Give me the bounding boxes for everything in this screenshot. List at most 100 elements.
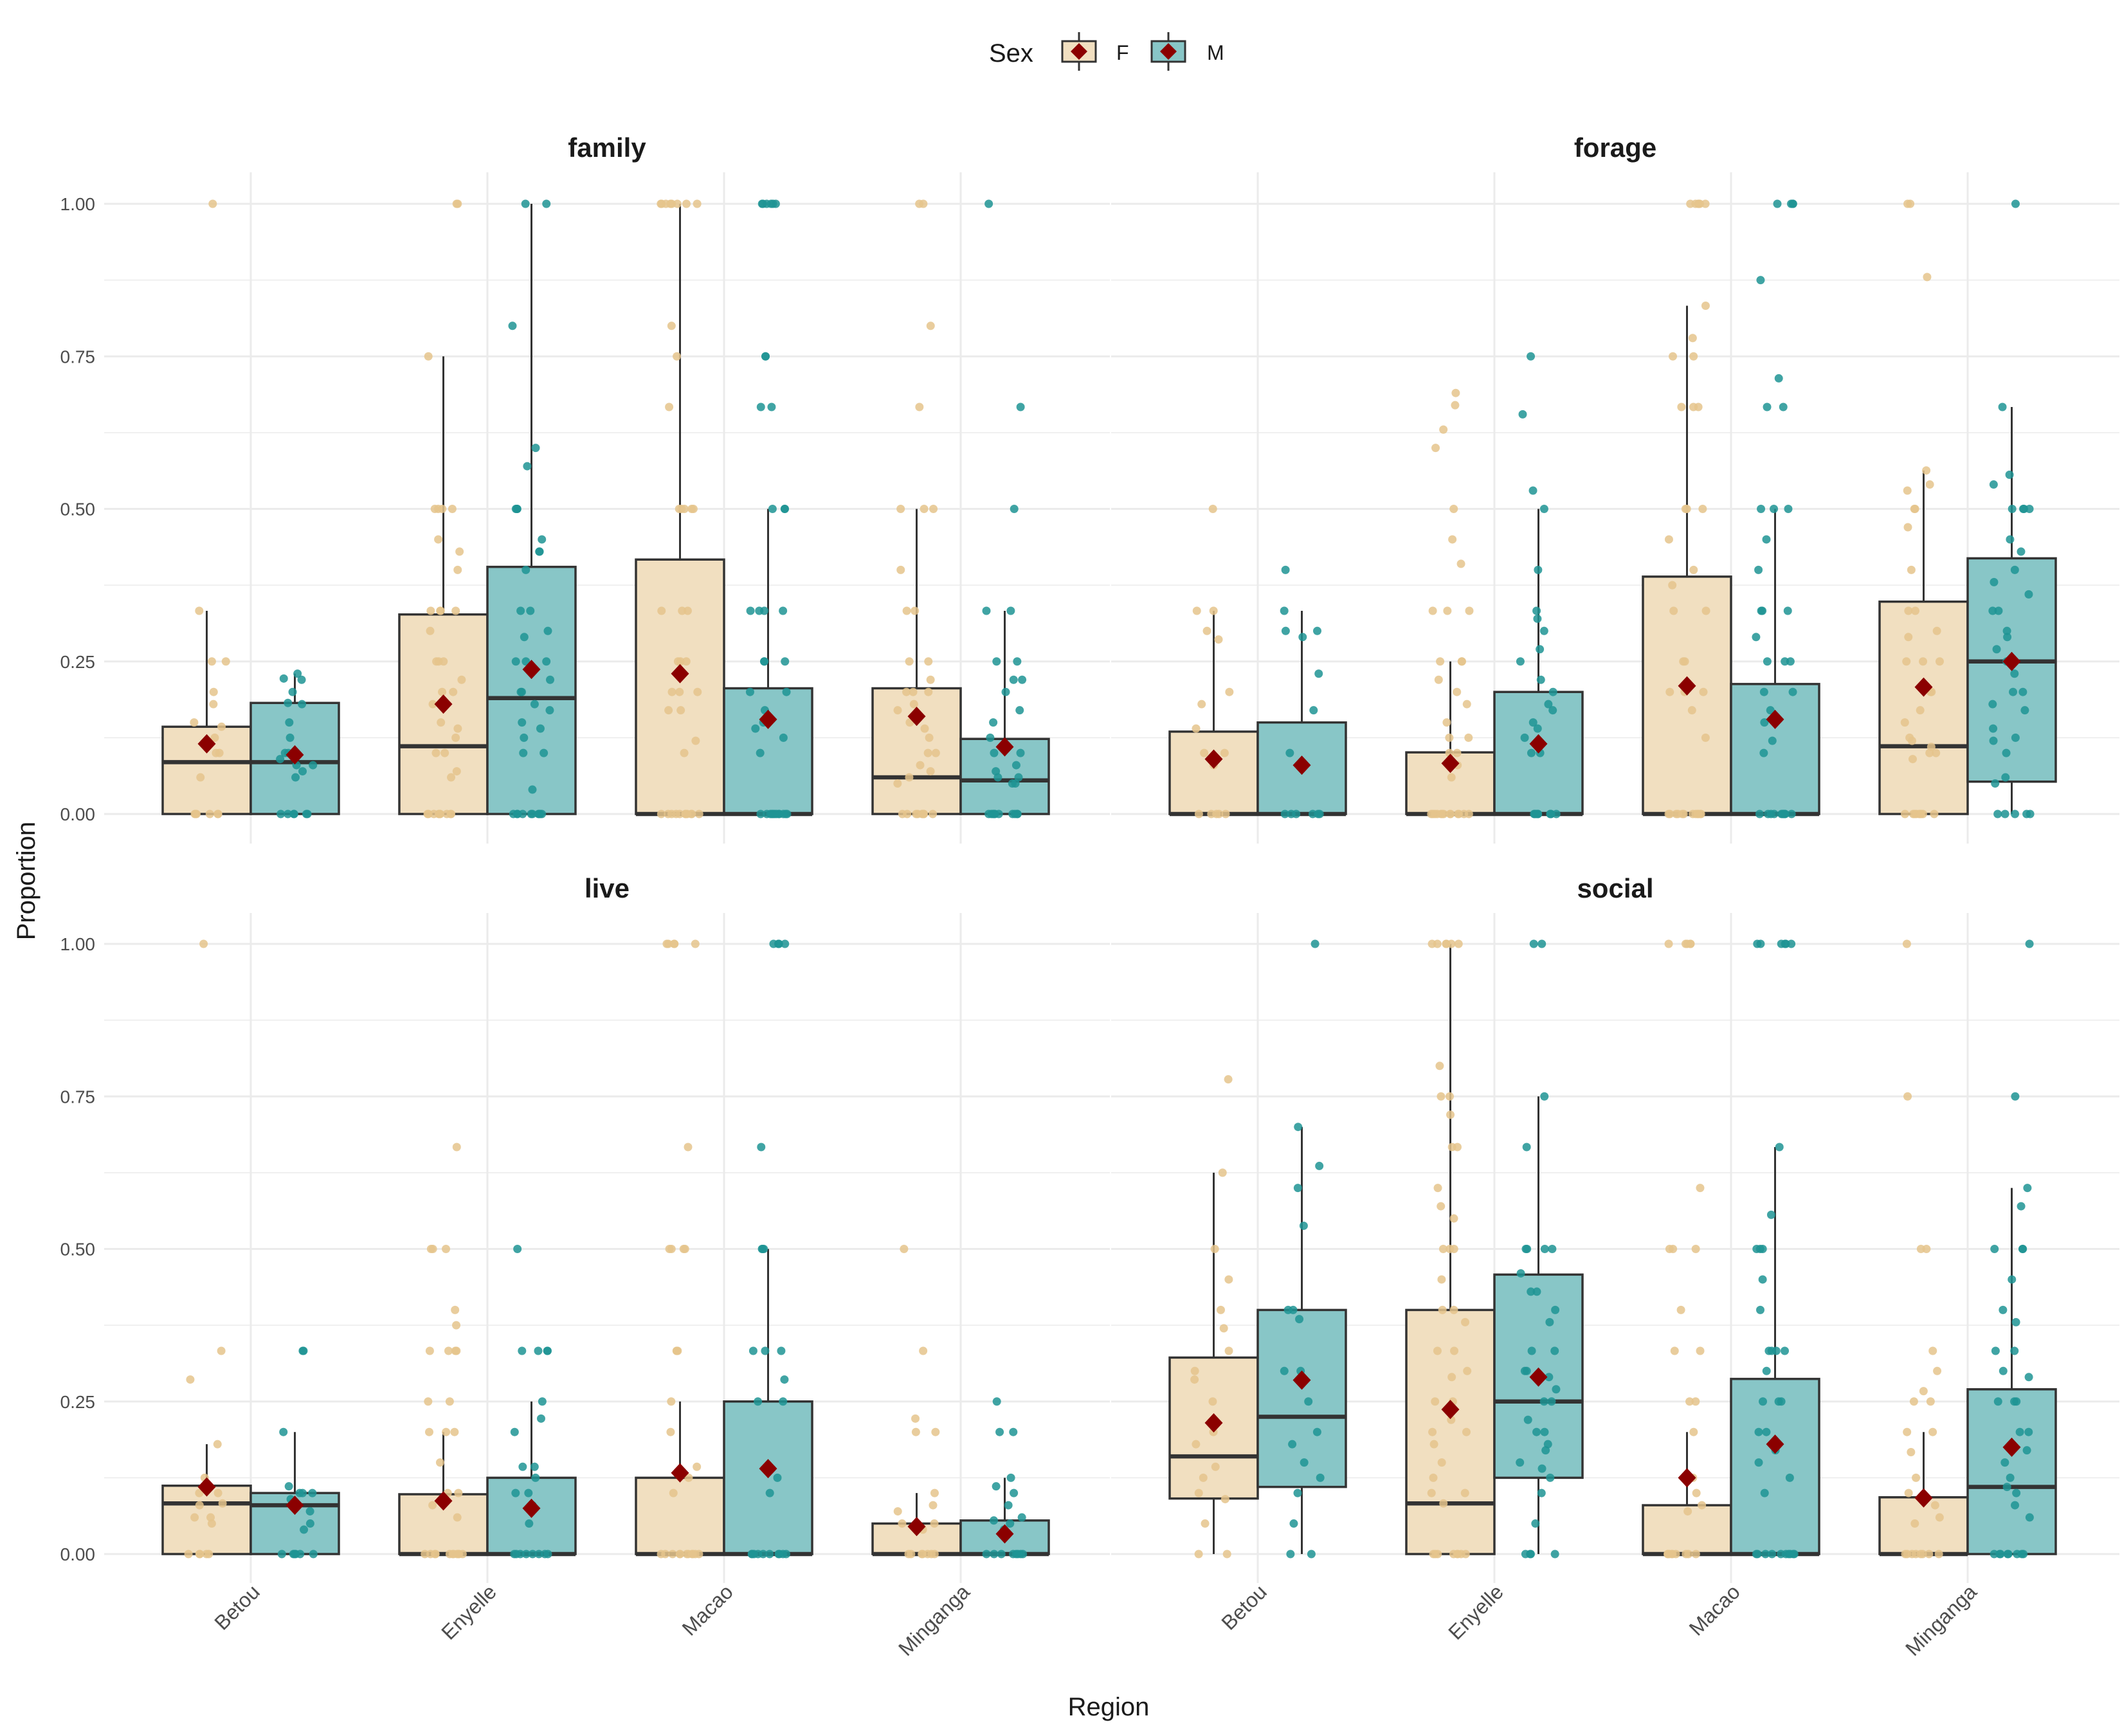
- mean-marker: [522, 660, 541, 680]
- data-point: [1428, 939, 1437, 948]
- data-point: [453, 565, 462, 574]
- legend-key-male: [1150, 32, 1186, 71]
- data-point: [534, 1346, 543, 1355]
- data-point: [1447, 1373, 1456, 1382]
- data-point: [1932, 748, 1941, 757]
- data-point: [1439, 425, 1448, 434]
- data-point: [1464, 809, 1473, 818]
- data-point: [209, 687, 218, 696]
- data-point: [1314, 669, 1323, 678]
- data-point: [449, 1550, 458, 1559]
- data-point: [1540, 1427, 1549, 1436]
- data-point: [426, 1550, 435, 1559]
- data-point: [1903, 1092, 1912, 1101]
- data-point: [454, 1488, 463, 1497]
- data-point: [289, 809, 298, 818]
- data-point: [2000, 809, 2009, 818]
- data-point: [442, 1427, 451, 1436]
- data-point: [1304, 1397, 1313, 1406]
- mean-marker: [286, 1496, 304, 1515]
- box-live-Betou-F: [161, 939, 252, 1559]
- data-point: [1755, 1305, 1764, 1314]
- data-point: [424, 1397, 433, 1406]
- data-point: [909, 687, 918, 696]
- mean-marker: [671, 664, 689, 683]
- data-point: [930, 1488, 939, 1497]
- data-point: [191, 809, 200, 818]
- data-point: [657, 606, 666, 615]
- data-point: [1527, 1287, 1536, 1296]
- data-point: [1210, 1245, 1219, 1253]
- data-point: [756, 402, 765, 411]
- data-point: [761, 352, 770, 361]
- box-iqr: [486, 565, 577, 815]
- data-point: [2018, 1245, 2027, 1253]
- data-point: [1192, 1440, 1201, 1449]
- data-point: [298, 767, 307, 776]
- data-point: [451, 1305, 460, 1314]
- data-point: [1787, 939, 1796, 948]
- data-point: [2012, 1397, 2021, 1406]
- mean-marker: [1292, 755, 1311, 775]
- data-point: [761, 1346, 770, 1355]
- data-point: [1537, 1488, 1546, 1497]
- data-point: [1551, 1305, 1560, 1314]
- data-point: [2011, 1501, 2020, 1510]
- data-point: [1544, 700, 1553, 709]
- data-point: [929, 1501, 938, 1510]
- data-point: [990, 1550, 999, 1559]
- data-point: [2012, 1488, 2021, 1497]
- data-point: [990, 748, 999, 757]
- data-point: [1679, 809, 1688, 818]
- data-point: [993, 773, 1002, 782]
- data-point: [448, 505, 457, 513]
- legend-label-female: F: [1116, 41, 1129, 64]
- data-point: [1907, 1448, 1916, 1457]
- data-point: [929, 809, 938, 818]
- data-point: [1446, 1110, 1455, 1119]
- data-point: [781, 939, 790, 948]
- data-point: [918, 1550, 927, 1559]
- data-point: [1903, 199, 1912, 208]
- data-point: [1687, 706, 1696, 715]
- data-point: [1919, 1387, 1928, 1396]
- data-point: [984, 199, 993, 208]
- box-family-Macao-F: [635, 199, 725, 818]
- data-point: [1696, 1346, 1705, 1355]
- data-point: [779, 1397, 788, 1406]
- data-point: [1680, 657, 1689, 666]
- data-point: [196, 773, 205, 782]
- data-point: [898, 1519, 907, 1528]
- mean-marker: [1529, 734, 1548, 754]
- data-point: [309, 761, 318, 770]
- data-point: [682, 657, 691, 666]
- data-point: [1989, 736, 1998, 745]
- data-point: [777, 1346, 786, 1355]
- data-point: [545, 706, 554, 715]
- data-point: [1449, 1214, 1458, 1223]
- data-point: [1209, 606, 1218, 615]
- data-point: [221, 657, 230, 666]
- box-iqr: [635, 558, 725, 815]
- data-point: [2002, 626, 2011, 635]
- data-point: [1770, 505, 1779, 513]
- data-point: [931, 1427, 940, 1436]
- data-point: [667, 1397, 676, 1406]
- data-point: [1453, 1550, 1462, 1559]
- facet-panels: family 0.00 0.25 0.50 0.75 1.00 forage live 0.00…: [60, 132, 2119, 1660]
- data-point: [995, 1427, 1004, 1436]
- data-point: [1758, 1245, 1767, 1253]
- data-point: [444, 1346, 453, 1355]
- data-point: [1431, 1550, 1440, 1559]
- data-point: [1312, 626, 1321, 635]
- mean-marker: [1441, 1400, 1460, 1420]
- box-live-Minganga-M: [959, 1397, 1050, 1559]
- data-point: [543, 626, 552, 635]
- data-point: [207, 1519, 216, 1528]
- data-point: [440, 748, 449, 757]
- data-point: [1788, 687, 1797, 696]
- data-point: [1677, 402, 1686, 411]
- data-point: [1761, 1550, 1770, 1559]
- data-point: [1281, 565, 1290, 574]
- data-point: [518, 718, 527, 727]
